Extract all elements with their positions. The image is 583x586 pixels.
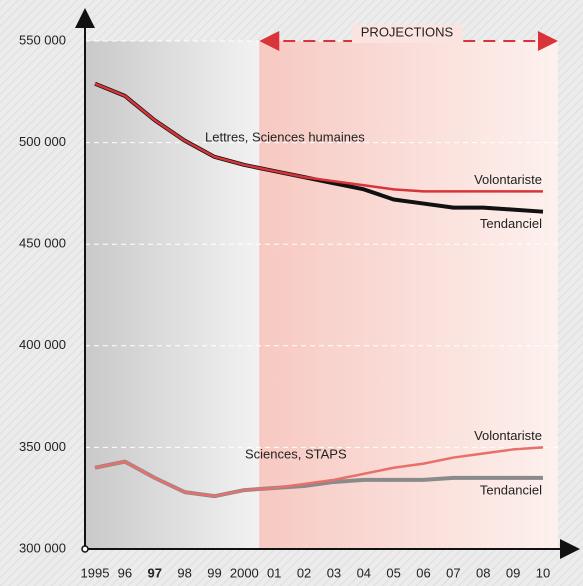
line: [94, 446, 544, 498]
x-tick-label: 98: [177, 565, 191, 580]
x-tick-label: 05: [386, 565, 400, 580]
y-tick-label: 350 000: [19, 439, 66, 454]
y-tick-label: 400 000: [19, 337, 66, 352]
x-tick-label: 04: [357, 565, 371, 580]
y-tick-label: 450 000: [19, 236, 66, 251]
series-label: Volontariste: [474, 428, 542, 443]
x-tick-label: 09: [506, 565, 520, 580]
annotation: Sciences, STAPS: [245, 446, 347, 461]
x-tick-label: 1995: [81, 565, 110, 580]
origin: [81, 545, 89, 553]
x-tick-label: 07: [446, 565, 460, 580]
y-tick-label: 300 000: [19, 540, 66, 555]
series-label: Tendanciel: [480, 482, 542, 497]
series-label: Volontariste: [474, 172, 542, 187]
history-area: [85, 41, 260, 549]
projection-label-bg: [352, 25, 462, 43]
x-tick-label: 01: [267, 565, 281, 580]
projection-label: PROJECTIONS: [361, 24, 454, 39]
x-tick-label: 10: [536, 565, 550, 580]
projection-area: [259, 41, 558, 549]
x-tick-label: 06: [416, 565, 430, 580]
x-tick-label: 2000: [230, 565, 259, 580]
x-tick-label: 02: [297, 565, 311, 580]
x-tick-label: 97: [147, 565, 161, 580]
y-tick-label: 550 000: [19, 32, 66, 47]
y-tick-label: 500 000: [19, 134, 66, 149]
line: [94, 82, 543, 193]
x-tick-label: 96: [118, 565, 132, 580]
series-label: Tendanciel: [480, 216, 542, 231]
x-tick-label: 08: [476, 565, 490, 580]
annotation: Lettres, Sciences humaines: [205, 129, 365, 144]
x-tick-label: 03: [327, 565, 341, 580]
x-tick-label: 99: [207, 565, 221, 580]
